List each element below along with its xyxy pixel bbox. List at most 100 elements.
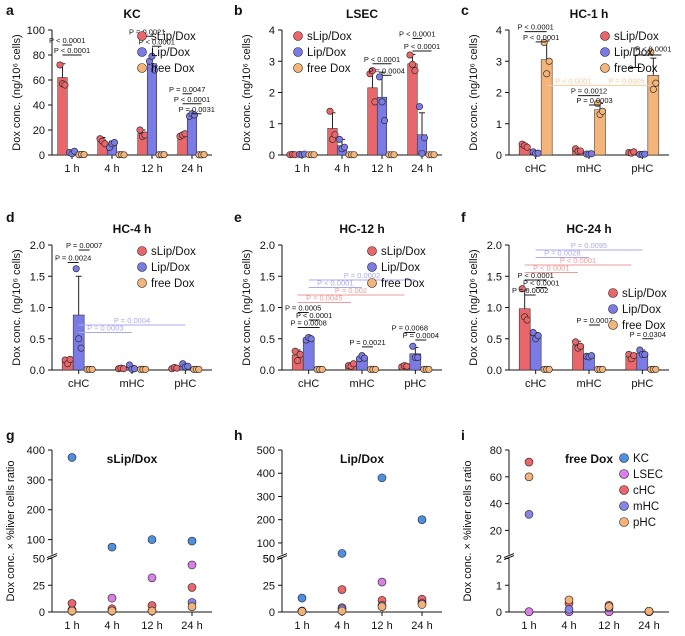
x-tick-label: 1 h [64, 163, 79, 175]
data-point [111, 139, 119, 147]
data-point [331, 131, 339, 139]
data-point [296, 350, 304, 358]
data-point [184, 362, 192, 370]
data-point [415, 103, 423, 111]
bar [407, 63, 418, 156]
legend-marker [619, 453, 629, 463]
significance-label: P = 0.0031 [179, 105, 215, 114]
y-tick-label: 200 [27, 505, 45, 517]
data-point [368, 67, 376, 75]
y-tick-label: 80 [490, 445, 502, 457]
x-tick-label: 1 h [294, 620, 309, 632]
significance-label: P < 0.0001 [139, 37, 175, 46]
y-tick-label: 1 [496, 580, 502, 592]
data-point [417, 515, 427, 524]
significance-label: P < 0.0001 [517, 271, 553, 280]
data-point [187, 560, 197, 570]
significance-label: P < 0.0001 [523, 33, 559, 42]
data-point [67, 599, 77, 608]
bar [302, 338, 315, 371]
legend-marker [293, 31, 303, 41]
significance-label: P = 0.0007 [576, 316, 612, 325]
y-tick-label: 2 [496, 554, 502, 566]
y-axis-label: Dox conc. (ng/10⁶ cells) [241, 34, 253, 150]
legend-label: mHC [633, 501, 659, 513]
data-point [160, 151, 168, 159]
data-point [187, 536, 197, 546]
significance-label: P = 0.0068 [392, 324, 428, 333]
data-point [340, 143, 348, 151]
x-tick-label: pHC [404, 378, 426, 390]
data-point [598, 107, 606, 115]
legend-label: Lip/Dox [622, 304, 661, 316]
data-point [294, 357, 302, 365]
y-tick-label: 1.0 [30, 303, 45, 315]
data-point [56, 61, 64, 69]
panel-e: HC-12 h e Dox conc. (ng/10⁶ cells) 0.0 0.5 1.… [234, 209, 442, 390]
y-tick-label: 1.5 [260, 271, 275, 283]
y-tick-label: 60 [490, 472, 502, 484]
data-point [61, 81, 69, 89]
y-tick-label: 1.0 [260, 303, 275, 315]
significance-label: P = 0.0021 [349, 338, 385, 347]
panel-d: HC-4 h d Dox conc. (ng/10⁶ cells) 0.0 0.5 1.0… [6, 209, 212, 390]
panel-a: KC a Dox conc. (ng/10⁶ cells) 0 20 40 60 80 100 1… [6, 2, 215, 175]
y-tick-label: 400 [27, 445, 45, 457]
y-tick-label: 50 [263, 554, 275, 566]
panel-letter: i [461, 427, 465, 443]
y-tick-label: 300 [257, 491, 275, 503]
x-tick-label: cHC [525, 378, 546, 390]
x-tick-label: mHC [349, 378, 374, 390]
y-tick-label: 60 [33, 75, 45, 87]
y-tick-label: 25 [263, 580, 275, 592]
x-tick-label: 4 h [334, 620, 349, 632]
significance-label: P = 0.0004 [403, 331, 439, 340]
data-point [545, 57, 553, 65]
data-point [67, 453, 77, 462]
y-tick-label: 0.0 [260, 365, 275, 377]
data-point [518, 285, 526, 293]
data-point [67, 606, 77, 616]
data-point [524, 472, 534, 482]
data-point [77, 344, 85, 352]
data-point [564, 595, 574, 605]
x-tick-label: mHC [576, 378, 601, 390]
y-axis-label: Dox conc. (ng/10⁶ cells) [11, 249, 23, 365]
x-tick-label: 12 h [371, 620, 392, 632]
y-tick-label: 100 [27, 535, 45, 547]
data-point [418, 149, 426, 157]
x-tick-label: cHC [525, 163, 546, 175]
legend-label: LSEC [633, 469, 663, 481]
y-tick-label: 100 [257, 538, 275, 550]
significance-label: P < 0.0001 [364, 55, 400, 64]
y-axis-label: Dox conc. (ng/10⁶ cells) [468, 34, 480, 150]
significance-label: P < 0.0001 [517, 23, 553, 32]
data-point [523, 143, 531, 151]
significance-label: P = 0.0024 [55, 254, 91, 263]
panel-title: KC [123, 7, 141, 21]
y-tick-label: 0.0 [30, 365, 45, 377]
y-tick-label: 300 [27, 475, 45, 487]
data-point [425, 365, 433, 373]
y-tick-label: 3 [269, 56, 275, 68]
legend-label: free Dox [614, 63, 658, 75]
panel-letter: b [234, 2, 243, 18]
y-tick-label: 3 [496, 56, 502, 68]
legend-label: free Dox [622, 320, 666, 332]
data-point [409, 342, 417, 350]
data-point [371, 365, 379, 373]
y-tick-label: 50 [263, 554, 275, 566]
x-tick-label: pHC [174, 378, 196, 390]
y-tick-label: 40 [490, 499, 502, 511]
axis-break-mark [503, 553, 515, 559]
significance-label: P = 0.0304 [630, 330, 666, 339]
data-point [524, 607, 534, 617]
data-point [120, 151, 128, 159]
y-tick-label: 50 [33, 554, 45, 566]
y-axis-label: Dox conc. × %liver cells ratio [5, 461, 17, 602]
data-point [147, 535, 157, 544]
data-point [88, 365, 96, 373]
y-tick-label: 4 [269, 25, 275, 37]
